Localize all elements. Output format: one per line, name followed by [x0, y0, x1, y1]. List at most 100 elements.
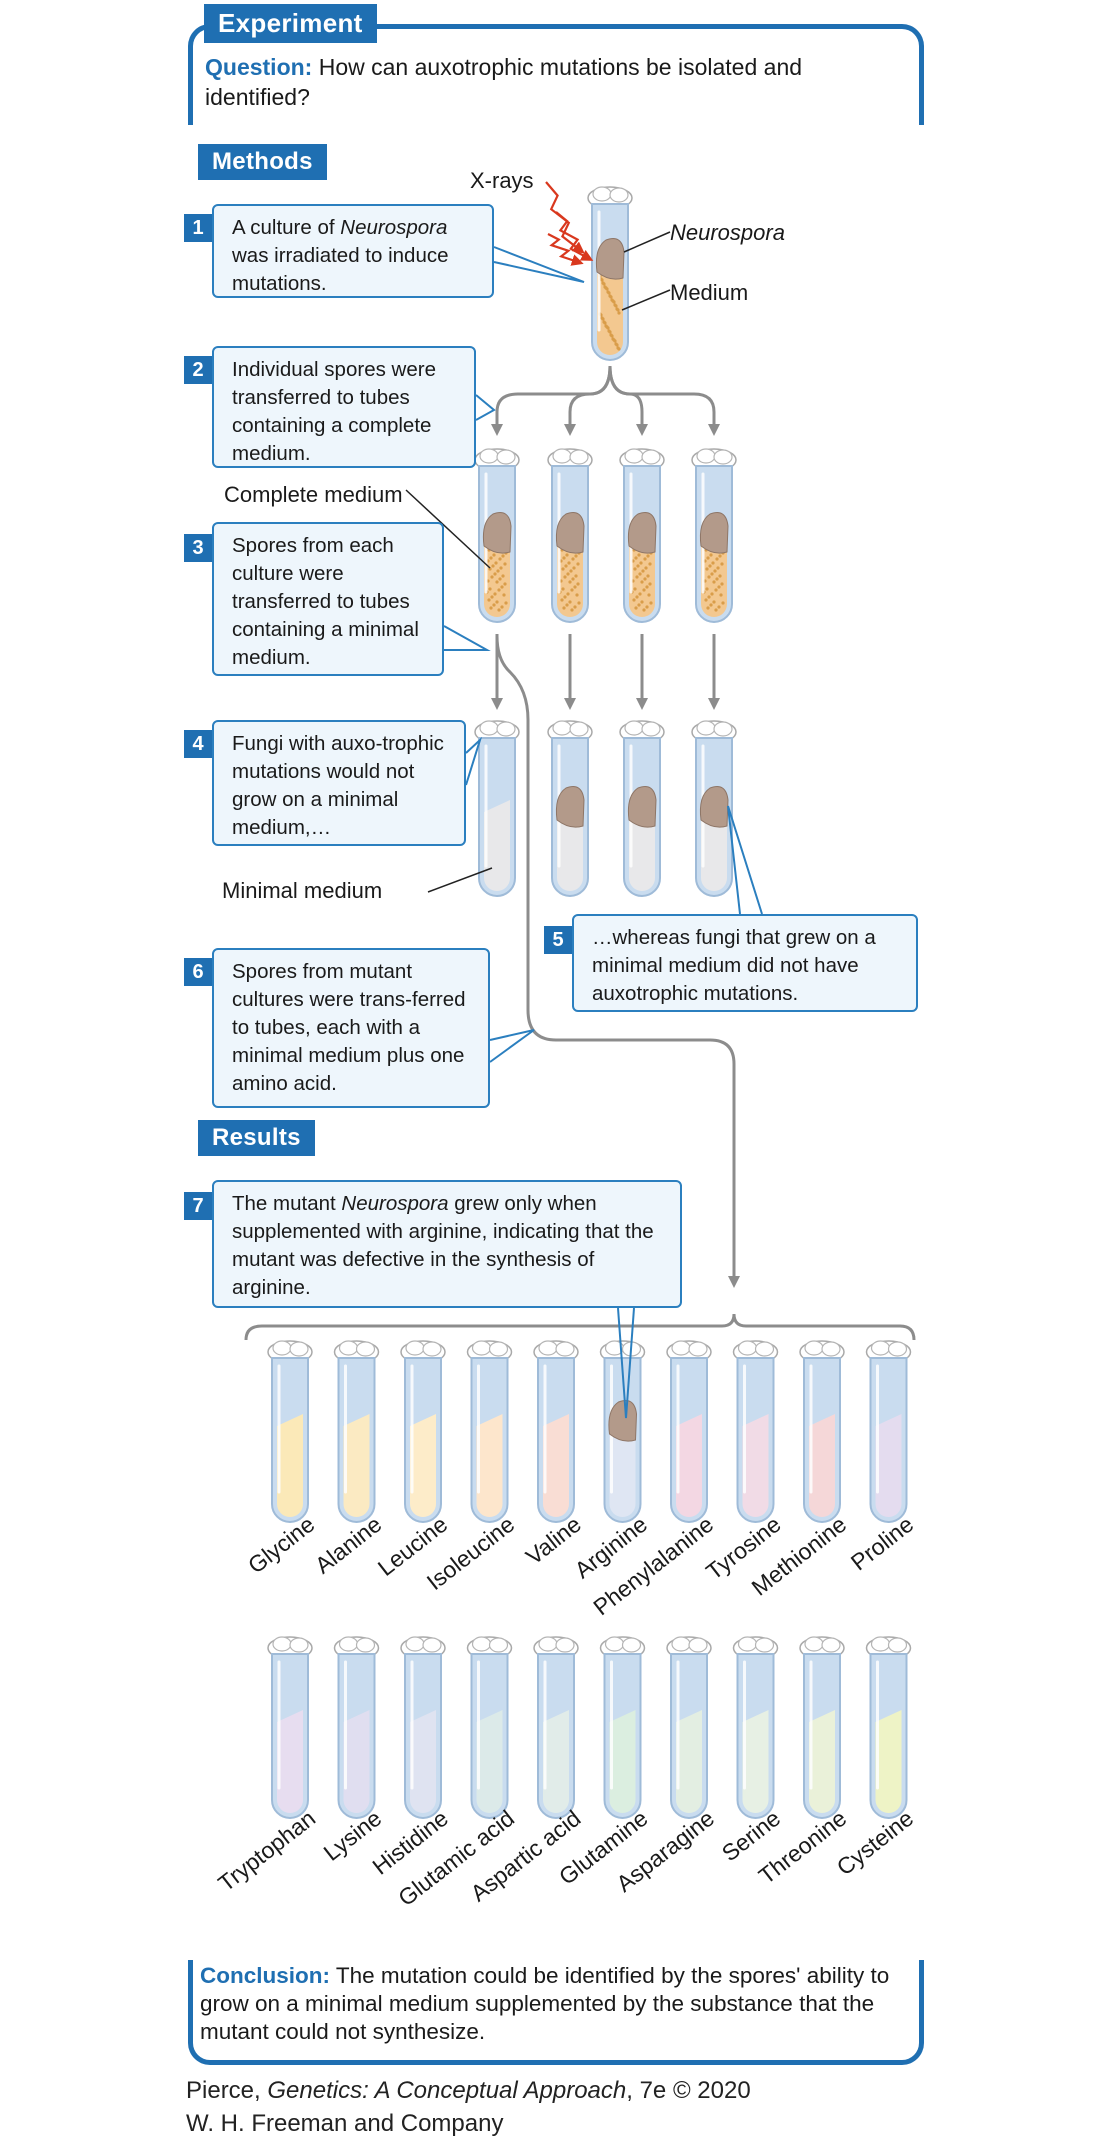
step-1-text-b: was irradiated to induce mutations. — [232, 244, 449, 295]
medium-fill — [410, 1710, 436, 1813]
row1-tube — [865, 1340, 912, 1523]
step-1-text-a: A culture of — [232, 216, 341, 239]
fungal-growth — [555, 786, 585, 828]
fungal-growth — [699, 786, 729, 828]
row1-tube — [533, 1340, 579, 1523]
row1-tube — [666, 1340, 712, 1523]
neurospora-label: Neurospora — [670, 220, 785, 245]
branch-arrow — [608, 365, 720, 436]
step-2-callout: Individual spores were transferred to tu… — [212, 346, 476, 468]
step-7-text-a: The mutant — [232, 1192, 342, 1215]
medium-fill — [742, 1710, 769, 1814]
medium-fill — [343, 1414, 370, 1518]
step-4-callout: Fungi with auxo-trophic mutations would … — [212, 720, 466, 846]
step-5-callout: …whereas fungi that grew on a minimal me… — [572, 914, 918, 1012]
row1-tube — [333, 1340, 380, 1523]
step-1-number: 1 — [184, 214, 212, 242]
fungal-growth — [595, 238, 625, 280]
medium-fill — [875, 1414, 902, 1518]
xray-wave — [555, 211, 594, 261]
row1-tube — [466, 1340, 513, 1523]
step-2-number: 2 — [184, 356, 212, 384]
results-bracket — [244, 1313, 916, 1341]
row2-tube — [333, 1636, 380, 1819]
step-7-number: 7 — [184, 1192, 212, 1220]
medium-label: Medium — [670, 280, 749, 305]
credit-author: Pierce, — [186, 2077, 268, 2104]
step-1-text-italic: Neurospora — [340, 216, 448, 239]
row2-tube — [400, 1636, 446, 1819]
experiment-tag: Experiment — [204, 4, 377, 43]
complete-medium-label: Complete medium — [224, 482, 403, 507]
xray-wave — [547, 233, 584, 266]
step-3-pointer — [443, 625, 491, 651]
medium-fill — [343, 1710, 370, 1814]
medium-fill — [609, 1710, 636, 1814]
row2-tube — [865, 1636, 912, 1819]
step-1-callout: A culture of Neurospora was irradiated t… — [212, 204, 494, 298]
credit-publisher: W. H. Freeman and Company — [186, 2110, 504, 2137]
question-text: Question: How can auxotrophic mutations … — [205, 52, 905, 112]
medium-fill — [543, 1710, 569, 1813]
conclusion-text: Conclusion: The mutation could be identi… — [200, 1962, 910, 2046]
irradiated-tube — [587, 186, 633, 361]
medium-fill — [676, 1414, 702, 1517]
step-4-pointer — [465, 736, 483, 786]
credit-line: Pierce, Genetics: A Conceptual Approach,… — [186, 2074, 751, 2140]
step-6-pointer — [489, 1029, 535, 1063]
medium-fill — [476, 1414, 503, 1518]
step-4-number: 4 — [184, 730, 212, 758]
row2-tube — [466, 1636, 513, 1819]
medium-fill — [476, 1710, 503, 1814]
step-2-text: Individual spores were transferred to tu… — [232, 358, 436, 465]
credit-edition: , 7e © 2020 — [626, 2077, 751, 2104]
step-5-text: …whereas fungi that grew on a minimal me… — [592, 926, 876, 1005]
fungal-growth — [555, 512, 585, 554]
complete-medium-tube — [691, 448, 737, 623]
row2-tube — [599, 1636, 646, 1819]
wildtype-minimal-tube — [547, 720, 593, 897]
xrays-label: X-rays — [470, 168, 534, 193]
medium-fill — [484, 800, 510, 891]
fungal-growth — [699, 512, 729, 554]
complete-medium-tube — [619, 448, 665, 623]
step-5-number: 5 — [544, 926, 572, 954]
minimal-medium-label: Minimal medium — [222, 878, 383, 903]
row2-tube — [799, 1636, 845, 1819]
row1-tube — [799, 1340, 845, 1523]
minimal-medium-leader — [427, 867, 493, 893]
row2-tube — [732, 1636, 779, 1819]
step-3-number: 3 — [184, 534, 212, 562]
question-frame — [188, 24, 924, 125]
step-6-number: 6 — [184, 958, 212, 986]
medium-fill — [410, 1414, 436, 1517]
branch-arrow — [491, 365, 612, 436]
medium-fill — [809, 1414, 835, 1517]
step-5-pointer — [727, 805, 763, 915]
step-1-pointer — [493, 246, 585, 283]
complete-medium-tube — [547, 448, 593, 623]
step-7-text-italic: Neurospora — [341, 1192, 449, 1215]
mutant-transfer-arrow — [495, 635, 740, 1288]
branch-arrow — [608, 365, 648, 436]
credit-book-title: Genetics: A Conceptual Approach — [267, 2077, 627, 2104]
fungal-growth — [627, 512, 657, 554]
question-body: How can auxotrophic mutations be isolate… — [205, 54, 803, 110]
row1-tube — [732, 1340, 779, 1523]
step-7-pointer — [617, 1307, 635, 1419]
step-4-text: Fungi with auxo-trophic mutations would … — [232, 732, 444, 839]
row2-tube — [666, 1636, 712, 1819]
row1-tube — [267, 1340, 313, 1523]
step-3-text: Spores from each culture were transferre… — [232, 534, 419, 669]
step-7-text-b: grew only when supplemented with arginin… — [232, 1192, 654, 1299]
conclusion-label: Conclusion: — [200, 1963, 330, 1988]
step-3-callout: Spores from each culture were transferre… — [212, 522, 444, 676]
medium-fill — [543, 1414, 569, 1517]
step-6-text: Spores from mutant cultures were trans-f… — [232, 960, 466, 1095]
row2-tube — [533, 1636, 579, 1819]
results-tag: Results — [198, 1120, 315, 1156]
wildtype-minimal-tube — [619, 720, 665, 897]
complete-medium-tube — [474, 448, 520, 623]
fungal-growth — [627, 786, 657, 828]
